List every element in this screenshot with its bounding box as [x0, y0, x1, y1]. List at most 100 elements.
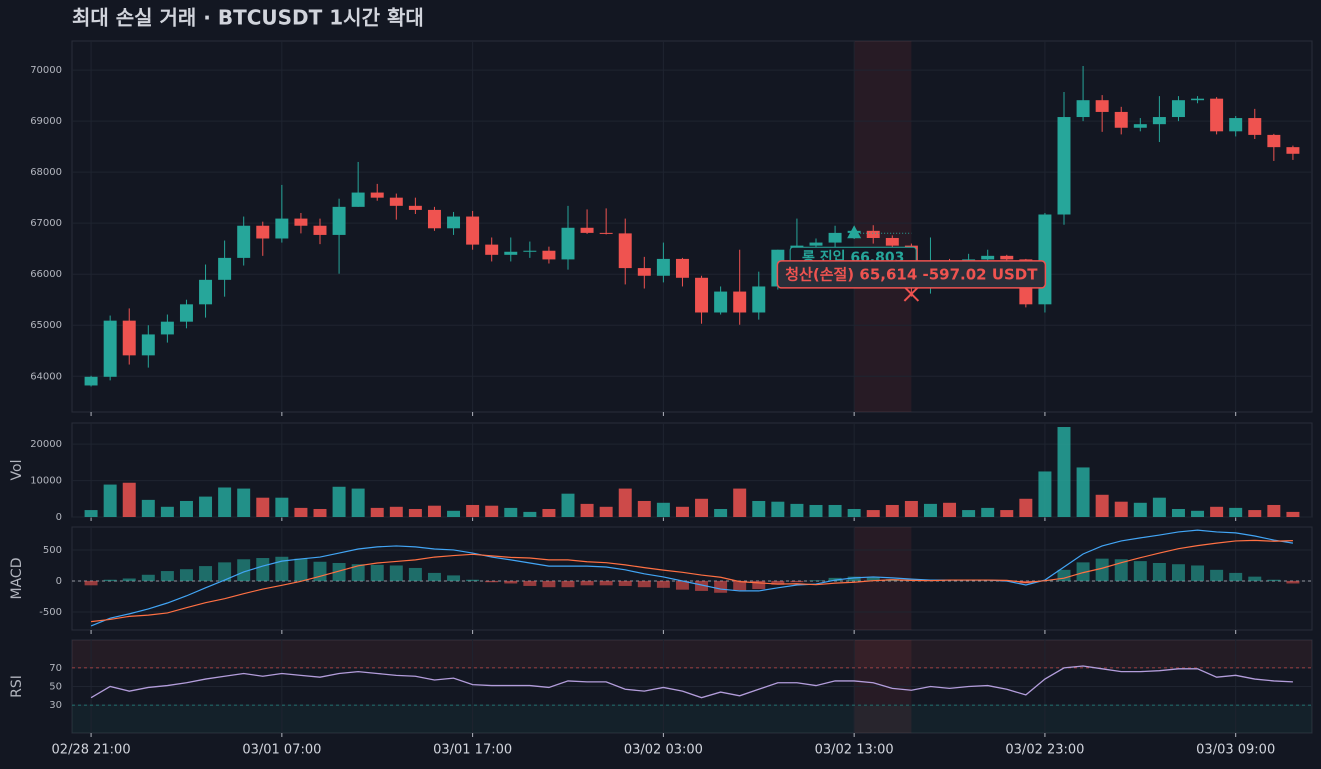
x-tick-label: 03/02 23:00	[1005, 743, 1084, 758]
histogram-bar	[1152, 562, 1166, 581]
volume-bar	[809, 504, 823, 517]
candle-body	[1038, 214, 1052, 305]
candle-body	[1191, 98, 1205, 101]
y-tick-label: 10000	[30, 476, 62, 487]
candle-body	[885, 237, 899, 246]
histogram-bar	[828, 577, 842, 581]
volume-bar	[1267, 504, 1281, 517]
y-tick-label: 68000	[30, 167, 62, 178]
y-tick-label: 500	[43, 545, 62, 556]
histogram-bar	[599, 580, 613, 586]
candle-body	[1114, 111, 1128, 128]
histogram-bar	[199, 566, 213, 581]
volume-bar	[332, 486, 346, 517]
histogram-bar	[103, 579, 117, 581]
volume-bar	[752, 500, 766, 517]
volume-bar	[103, 484, 117, 517]
volume-bar	[218, 487, 232, 517]
histogram-bar	[466, 579, 480, 581]
y-tick-label: 70	[49, 663, 62, 674]
y-axis-label: Vol	[9, 460, 25, 481]
candle-body	[733, 291, 747, 313]
histogram-bar	[408, 567, 422, 581]
candle-body	[199, 279, 213, 305]
histogram-bar	[313, 561, 327, 581]
histogram-bar	[1191, 565, 1205, 581]
volume-bar	[294, 507, 308, 517]
signal-line	[91, 539, 1293, 623]
candle-body	[1286, 147, 1300, 154]
histogram-bar	[218, 562, 232, 581]
volume-bar	[427, 505, 441, 517]
volume-bar	[637, 500, 651, 517]
histogram-bar	[523, 580, 537, 586]
overbought-zone	[72, 640, 1312, 668]
volume-bar	[923, 503, 937, 517]
y-tick-label: 50	[49, 682, 62, 693]
entry-marker	[847, 225, 862, 239]
candle-body	[1076, 100, 1090, 118]
candle-body	[122, 320, 136, 356]
volume-bar	[237, 488, 251, 517]
candle-body	[179, 304, 193, 322]
volume-bar	[790, 503, 804, 517]
candle-body	[294, 218, 308, 226]
y-axis-label: RSI	[9, 675, 25, 698]
candle-body	[828, 232, 842, 243]
candle-body	[237, 225, 251, 258]
histogram-bar	[580, 580, 594, 586]
histogram-bar	[141, 574, 155, 581]
histogram-bar	[733, 580, 747, 591]
histogram-bar	[122, 578, 136, 581]
candle-body	[332, 206, 346, 235]
volume-bar	[656, 502, 670, 517]
volume-bar	[523, 511, 537, 517]
candle-body	[256, 225, 270, 239]
volume-bar	[561, 493, 575, 517]
histogram-bar	[542, 580, 556, 588]
histogram-bar	[809, 580, 823, 581]
volume-bar	[885, 504, 899, 517]
candle-body	[218, 257, 232, 280]
volume-bar	[618, 488, 632, 517]
histogram-bar	[1114, 559, 1128, 581]
candle-body	[637, 268, 651, 276]
candle-body	[695, 277, 709, 313]
volume-bar	[179, 500, 193, 517]
histogram-bar	[160, 571, 174, 581]
volume-bar	[466, 504, 480, 517]
candle-body	[103, 320, 117, 377]
volume-bar	[141, 499, 155, 517]
histogram-bar	[675, 580, 689, 590]
y-axis-label: MACD	[9, 558, 25, 600]
volume-bar	[1210, 506, 1224, 517]
histogram-bar	[427, 572, 441, 581]
volume-bar	[599, 506, 613, 517]
volume-bar	[370, 507, 384, 517]
candle-body	[485, 244, 499, 255]
candle-body	[370, 192, 384, 198]
volume-bar	[256, 497, 270, 517]
candle-body	[1000, 255, 1014, 260]
candle-body	[466, 216, 480, 245]
histogram-bar	[1267, 579, 1281, 581]
candle-body	[504, 251, 518, 255]
histogram-bar	[1076, 562, 1090, 581]
candle-body	[1210, 98, 1224, 132]
volume-bar	[943, 502, 957, 517]
histogram-bar	[332, 562, 346, 581]
histogram-bar	[637, 580, 651, 588]
volume-bar	[122, 482, 136, 517]
histogram-bar	[714, 580, 728, 593]
volume-bar	[1057, 427, 1071, 517]
volume-bar	[714, 508, 728, 517]
volume-bar	[1038, 471, 1052, 517]
candle-body	[1057, 117, 1071, 215]
candle-body	[160, 321, 174, 335]
trade-highlight	[854, 41, 912, 412]
volume-bar	[389, 506, 403, 517]
histogram-bar	[504, 580, 518, 584]
volume-bar	[695, 498, 709, 517]
y-tick-label: 66000	[30, 269, 62, 280]
